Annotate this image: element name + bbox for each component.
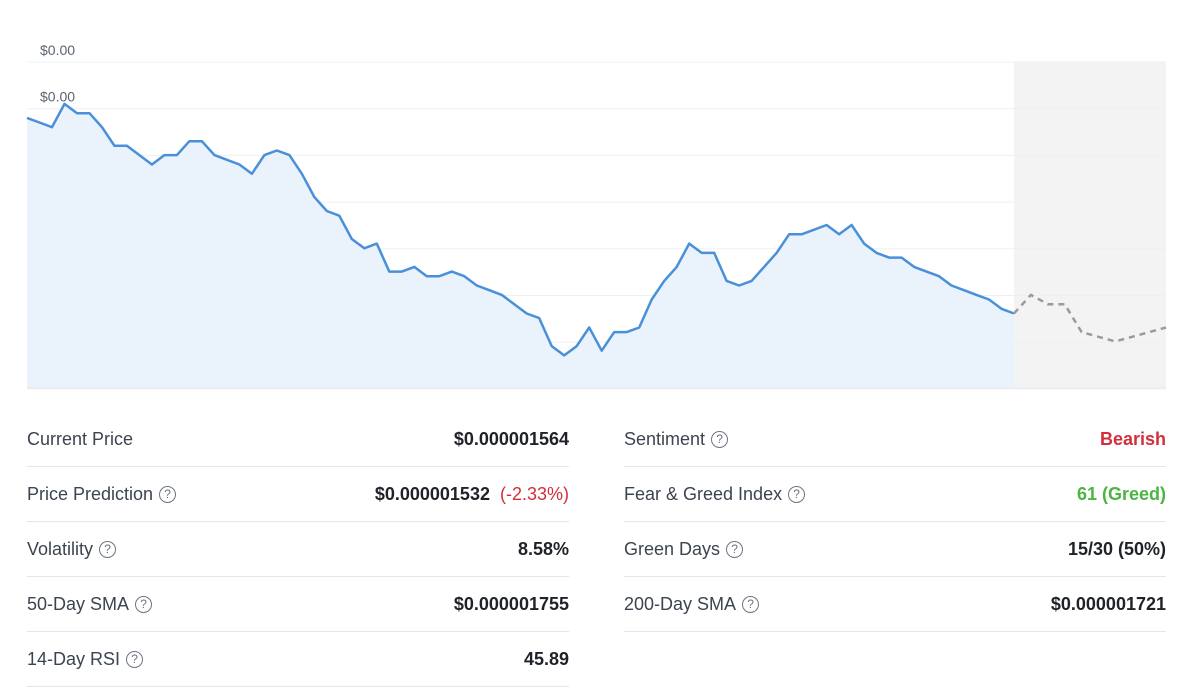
stat-value: $0.000001755 [454, 594, 569, 615]
stat-label: Fear & Greed Index [624, 483, 783, 504]
stat-label-wrap: 14-Day RSI ? [27, 648, 144, 670]
sentiment-value: Bearish [1099, 428, 1166, 449]
stat-label-wrap: 50-Day SMA ? [27, 593, 153, 615]
stat-label: Price Prediction [27, 483, 154, 504]
stat-label: Sentiment [624, 428, 706, 449]
stat-label: Volatility [27, 538, 94, 559]
stat-label-wrap: Sentiment ? [624, 428, 729, 450]
price-prediction-change: (-2.33%) [499, 483, 569, 504]
price-line [26, 102, 1015, 357]
help-icon[interactable]: ? [99, 540, 117, 558]
help-icon[interactable]: ? [711, 430, 729, 448]
stat-row-volatility: Volatility ? 8.58% [27, 522, 569, 577]
prediction-region [1014, 62, 1166, 388]
price-area [27, 103, 1014, 389]
y-tick-label: $0.00 [40, 89, 75, 105]
stat-value: $0.000001564 [454, 429, 569, 450]
stat-label-wrap: Green Days ? [624, 538, 744, 560]
stat-row-14-day-rsi: 14-Day RSI ? 45.89 [27, 632, 569, 687]
prediction-line [1013, 293, 1167, 343]
fear-greed-value: 61 (Greed) [1076, 483, 1166, 504]
stats-right-column: Sentiment ? Bearish Fear & Greed Index ?… [624, 412, 1166, 632]
stat-label: Current Price [27, 428, 134, 449]
stat-row-green-days: Green Days ? 15/30 (50%) [624, 522, 1166, 577]
stat-value: $0.000001532 (-2.33%) [375, 484, 569, 505]
help-icon[interactable]: ? [742, 595, 760, 613]
stat-value: 8.58% [518, 539, 569, 560]
stat-label-wrap: Current Price [27, 429, 133, 450]
y-tick-label: $0.00 [40, 42, 75, 58]
help-icon[interactable]: ? [726, 540, 744, 558]
stat-row-200-day-sma: 200-Day SMA ? $0.000001721 [624, 577, 1166, 632]
volatility-value: 8.58% [517, 538, 569, 559]
stat-row-50-day-sma: 50-Day SMA ? $0.000001755 [27, 577, 569, 632]
stat-value: 15/30 (50%) [1068, 539, 1166, 560]
stat-value: 45.89 [524, 649, 569, 670]
stat-label-wrap: Fear & Greed Index ? [624, 483, 806, 505]
help-icon[interactable]: ? [159, 485, 177, 503]
rsi-14-value: 45.89 [523, 648, 569, 669]
stat-value: Bearish [1100, 429, 1166, 450]
help-icon[interactable]: ? [788, 485, 806, 503]
stat-row-fear-greed: Fear & Greed Index ? 61 (Greed) [624, 467, 1166, 522]
stat-label-wrap: Volatility ? [27, 538, 117, 560]
stat-row-sentiment: Sentiment ? Bearish [624, 412, 1166, 467]
stat-row-current-price: Current Price $0.000001564 [27, 412, 569, 467]
sma-50-value: $0.000001755 [453, 593, 569, 614]
stat-label: Green Days [624, 538, 721, 559]
stat-value: 61 (Greed) [1077, 484, 1166, 505]
current-price-value: $0.000001564 [453, 428, 569, 449]
stat-label: 50-Day SMA [27, 593, 130, 614]
price-chart-svg: $0.00$0.00$0.00$0.00$0.00$0.00$0.00$0.00 [26, 42, 1167, 390]
price-chart: $0.00$0.00$0.00$0.00$0.00$0.00$0.00$0.00 [26, 42, 1167, 390]
stat-value: $0.000001721 [1051, 594, 1166, 615]
stat-label: 14-Day RSI [27, 648, 121, 669]
stat-row-price-prediction: Price Prediction ? $0.000001532 (-2.33%) [27, 467, 569, 522]
stat-label-wrap: 200-Day SMA ? [624, 593, 760, 615]
green-days-value: 15/30 (50%) [1067, 538, 1166, 559]
sma-200-value: $0.000001721 [1050, 593, 1166, 614]
price-prediction-value: $0.000001532 [374, 483, 490, 504]
help-icon[interactable]: ? [126, 650, 144, 668]
help-icon[interactable]: ? [135, 595, 153, 613]
stats-left-column: Current Price $0.000001564 Price Predict… [27, 412, 569, 687]
stat-label: 200-Day SMA [624, 593, 737, 614]
stat-label-wrap: Price Prediction ? [27, 483, 177, 505]
